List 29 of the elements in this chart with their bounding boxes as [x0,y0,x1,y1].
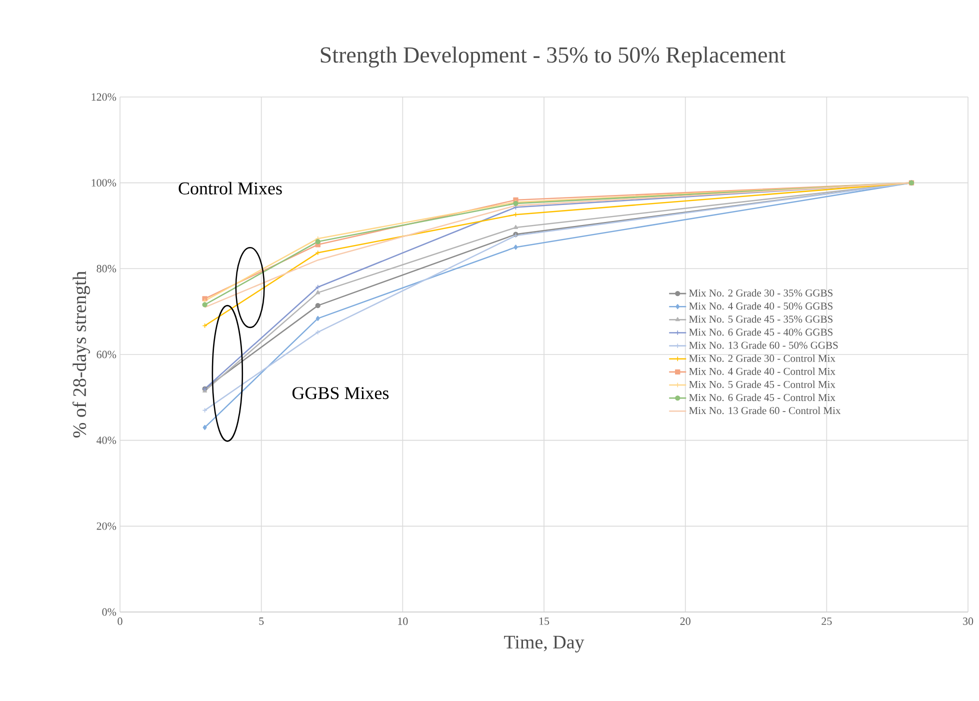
legend-label: Mix No. 2 Grade 30 - 35% GGBS [689,289,832,297]
legend-label: Mix No. 2 Grade 30 - Control Mix [689,354,836,362]
annotation: GGBS Mixes [292,387,389,400]
x-tick-label: 5 [259,618,264,625]
y-tick-label: 0% [102,608,116,616]
x-tick-label: 10 [398,618,408,625]
annotation: Control Mixes [178,182,282,194]
legend-label: Mix No. 5 Grade 45 - 35% GGBS [689,315,832,323]
x-tick-label: 20 [680,618,690,625]
x-tick-label: 25 [822,618,832,625]
y-tick-label: 20% [96,522,116,530]
y-tick-label: 60% [96,350,116,358]
y-tick-label: 120% [92,93,116,101]
legend-label: Mix No. 13 Grade 60 - 50% GGBS [689,341,838,349]
y-tick-label: 100% [92,179,116,187]
legend-label: Mix No. 4 Grade 40 - Control Mix [689,368,836,375]
legend-label: Mix No. 6 Grade 45 - 40% GGBS [689,328,832,336]
y-tick-label: 40% [96,436,116,444]
x-axis-title: Time, Day [504,636,584,652]
x-tick-label: 0 [118,618,122,625]
legend-label: Mix No. 5 Grade 45 - Control Mix [689,380,836,388]
x-tick-label: 15 [539,618,550,625]
legend-label: Mix No. 6 Grade 45 - Control Mix [689,394,836,402]
chart-title: Strength Development - 35% to 50% Replacement [320,46,786,68]
legend-label: Mix No. 13 Grade 60 - Control Mix [689,406,841,414]
x-tick-label: 30 [963,618,974,625]
legend-label: Mix No. 4 Grade 40 - 50% GGBS [689,302,832,310]
y-tick-label: 80% [96,264,116,272]
y-axis-title: % of 28-days strength [72,271,90,438]
